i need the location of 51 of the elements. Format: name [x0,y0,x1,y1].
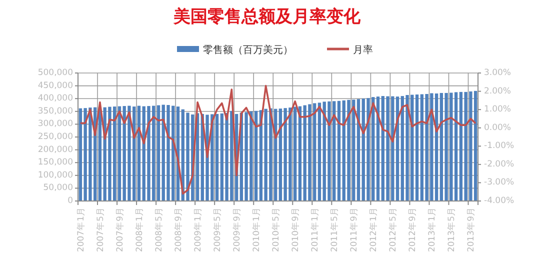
x-tick-label: 2011年5月 [329,207,340,252]
y2-tick-label: 2.00% [484,86,512,96]
y-tick-label: 500,000 [38,68,73,78]
x-tick-label: 2009年5月 [212,207,223,252]
x-tick-label: 2009年9月 [231,207,242,252]
x-tick-label: 2011年9月 [348,207,360,252]
x-tick-label: 2013年9月 [466,207,477,252]
y-tick-label: 150,000 [38,158,73,168]
x-tick-label: 2007年9月 [114,207,126,252]
x-tick-label: 2012年5月 [388,207,399,252]
x-tick-label: 2008年5月 [153,207,164,252]
y2-tick-label: -1.00% [484,141,514,152]
y-tick-label: 300,000 [38,119,73,130]
x-tick-label: 2007年5月 [94,207,106,252]
legend-label: 月率 [353,44,373,56]
x-tick-label: 2008年1月 [134,207,145,252]
x-tick-label: 2013年1月 [426,207,438,252]
x-tick-label: 2012年9月 [407,207,418,252]
y-tick-label: 250,000 [38,132,73,142]
x-tick-label: 2012年1月 [368,207,380,252]
y2-tick-label: -4.00% [484,196,514,206]
y-tick-label: 450,000 [38,80,73,91]
bar [415,94,419,201]
y2-tick-label: 1.00% [484,104,512,115]
x-tick-label: 2013年5月 [446,207,458,252]
y2-tick-label: 3.00% [484,68,512,78]
bar [337,100,341,201]
y-tick-label: 350,000 [38,106,73,116]
y2-tick-label: -2.00% [484,159,514,170]
x-tick-label: 2011年1月 [309,207,320,252]
bar [215,114,219,201]
y-tick-label: 200,000 [38,144,73,155]
bar [318,102,322,201]
x-tick-label: 2009年1月 [192,207,204,252]
bar [376,96,380,201]
y2-tick-label: -3.00% [484,178,514,188]
y2-tick-label: 0.00% [484,122,512,133]
x-tick-label: 2010年9月 [290,207,301,252]
y-tick-label: 0 [68,196,73,206]
x-tick-label: 2010年1月 [250,207,262,252]
x-tick-label: 2010年5月 [270,207,282,252]
line-series [80,84,476,195]
legend-label: 零售额（百万美元） [203,44,293,56]
y-tick-label: 400,000 [38,94,73,104]
x-tick-label: 2007年1月 [75,207,86,252]
bar [156,105,160,201]
y-tick-label: 50,000 [43,183,73,194]
y-tick-label: 100,000 [38,170,73,180]
chart-title: 美国零售总额及月率变化 [172,7,362,27]
x-tick-label: 2008年9月 [172,207,184,252]
bar [118,106,122,201]
